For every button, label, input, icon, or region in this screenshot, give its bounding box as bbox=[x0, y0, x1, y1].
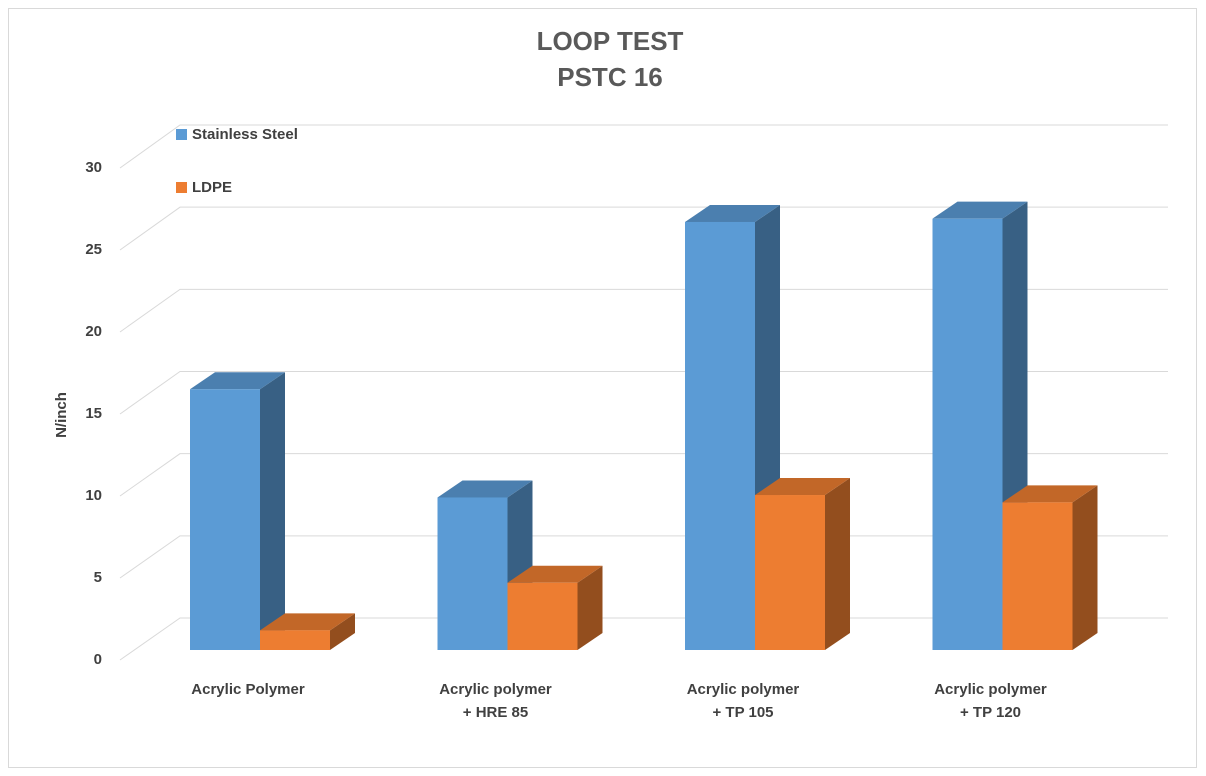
bar bbox=[507, 582, 578, 650]
bar bbox=[1002, 502, 1073, 650]
bar-side bbox=[1072, 485, 1098, 650]
y-axis-title: N/inch bbox=[53, 392, 70, 438]
legend-label: Stainless Steel bbox=[192, 126, 298, 143]
chart-title: LOOP TEST bbox=[537, 26, 684, 56]
x-tick-label: + HRE 85 bbox=[463, 704, 528, 721]
bar-top bbox=[685, 204, 780, 222]
bar-side bbox=[260, 372, 285, 650]
x-tick-label: Acrylic Polymer bbox=[191, 681, 305, 698]
chart-subtitle: PSTC 16 bbox=[557, 62, 663, 92]
bar-top bbox=[437, 480, 533, 498]
bar-top bbox=[260, 613, 355, 631]
bar bbox=[755, 495, 825, 650]
legend-swatch bbox=[176, 182, 187, 193]
bar-top bbox=[190, 372, 285, 390]
bar bbox=[932, 218, 1003, 650]
y-tick-label: 15 bbox=[85, 405, 102, 422]
x-tick-label: + TP 120 bbox=[960, 704, 1021, 721]
legend-label: LDPE bbox=[192, 179, 232, 196]
x-tick-label: Acrylic polymer bbox=[439, 681, 552, 698]
grid-line bbox=[119, 124, 1168, 169]
y-tick-label: 25 bbox=[85, 241, 102, 258]
bar-side bbox=[825, 478, 850, 650]
y-tick-label: 5 bbox=[94, 569, 102, 586]
bar bbox=[190, 389, 260, 650]
bar-top bbox=[507, 565, 603, 583]
y-tick-label: 0 bbox=[94, 651, 102, 668]
y-tick-label: 10 bbox=[85, 487, 102, 504]
grid-line bbox=[119, 288, 1168, 333]
x-tick-label: + TP 105 bbox=[712, 704, 773, 721]
legend-swatch bbox=[176, 129, 187, 140]
grid-line bbox=[119, 206, 1168, 251]
grid-line bbox=[119, 371, 1168, 415]
bar-top bbox=[755, 478, 850, 496]
y-tick-label: 30 bbox=[85, 159, 102, 176]
x-tick-label: Acrylic polymer bbox=[687, 681, 800, 698]
grid-line bbox=[119, 453, 1168, 497]
bar bbox=[685, 221, 755, 650]
bar-side bbox=[330, 613, 355, 650]
bar-top bbox=[1002, 485, 1098, 503]
bar-side bbox=[577, 565, 603, 650]
x-tick-label: Acrylic polymer bbox=[934, 681, 1047, 698]
y-tick-label: 20 bbox=[85, 323, 102, 340]
bar bbox=[437, 497, 508, 650]
bar bbox=[260, 630, 330, 650]
bar-top bbox=[932, 201, 1028, 219]
